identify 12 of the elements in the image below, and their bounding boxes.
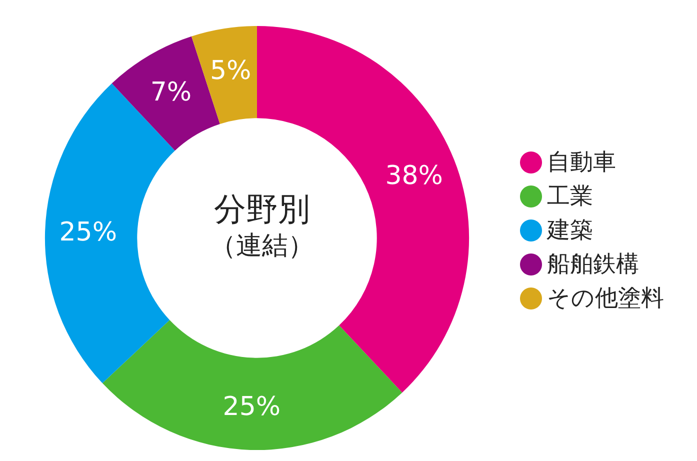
legend-label: 工業 xyxy=(547,184,593,210)
legend-label: 自動車 xyxy=(547,150,616,176)
legend-label: 船舶鉄構 xyxy=(547,252,639,278)
data-label: 25% xyxy=(59,218,118,248)
data-label: 5% xyxy=(210,56,252,86)
data-label: 25% xyxy=(222,392,281,422)
legend-label: その他塗料 xyxy=(547,286,664,312)
text: （連結） xyxy=(210,231,314,261)
data-label: 38% xyxy=(385,160,443,191)
text: 分野別 xyxy=(214,190,310,228)
legend-label: 建築 xyxy=(546,218,593,244)
data-label: 7% xyxy=(150,78,192,108)
